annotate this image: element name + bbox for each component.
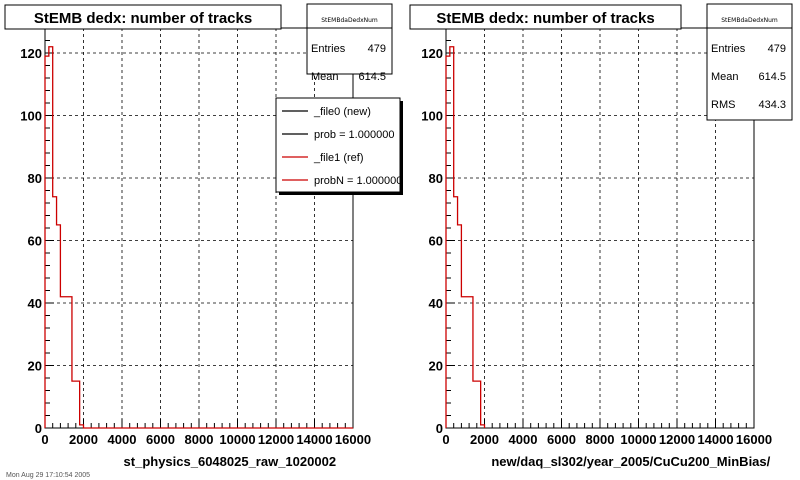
- stats-box: [306, 3, 393, 75]
- x-tick-label: 2000: [69, 432, 98, 447]
- x-tick-label: 6000: [146, 432, 175, 447]
- x-tick-label: 10000: [620, 432, 656, 447]
- y-tick-label: 40: [28, 296, 42, 311]
- y-tick-label: 0: [436, 421, 443, 436]
- y-tick-label: 100: [20, 109, 42, 124]
- right-histogram-panel: 0 2000 4000 6000 8000 10000 12000 14000 16000 0 20…: [409, 3, 793, 469]
- histogram-series-line: [445, 46, 486, 428]
- legend-entry-label: _file0 (new): [313, 106, 371, 118]
- histogram-series-line: [44, 46, 353, 429]
- y-tick-label: 120: [20, 46, 42, 61]
- timestamp-footer: Mon Aug 29 17:10:54 2005: [6, 472, 90, 479]
- stats-box: [706, 3, 793, 121]
- x-tick-label: 14000: [697, 432, 733, 447]
- x-tick-label: 0: [41, 432, 48, 447]
- x-tick-label: 6000: [547, 432, 576, 447]
- legend-entry-label: _file1 (ref): [313, 152, 364, 164]
- y-tick-label: 20: [28, 359, 42, 374]
- y-tick-label: 60: [429, 234, 443, 249]
- stats-label: Entries: [711, 43, 746, 55]
- x-tick-label: 8000: [586, 432, 615, 447]
- x-tick-label: 2000: [470, 432, 499, 447]
- stats-value: 434.3: [758, 99, 786, 111]
- stats-label: RMS: [711, 99, 735, 111]
- legend-entry-label: probN = 1.000000: [314, 175, 402, 187]
- stats-value: 614.5: [358, 71, 386, 83]
- stats-value: 614.5: [758, 71, 786, 83]
- x-axis-title: new/daq_sl302/year_2005/CuCu200_MinBias/: [491, 454, 770, 469]
- left-histogram-panel: 0 2000 4000 6000 8000 10000 12000 14000 16000 0 20…: [4, 3, 403, 469]
- stats-box-name: StEMBdaDedxNum: [721, 17, 778, 24]
- x-axis-title: st_physics_6048025_raw_1020002: [124, 454, 337, 469]
- stats-value: 479: [768, 43, 786, 55]
- x-tick-label: 16000: [736, 432, 772, 447]
- stats-label: Mean: [711, 71, 739, 83]
- x-tick-label: 4000: [108, 432, 137, 447]
- x-tick-label: 0: [442, 432, 449, 447]
- title-box: [409, 4, 682, 30]
- y-tick-label: 20: [429, 359, 443, 374]
- stats-box-name: StEMBdaDedxNum: [321, 17, 378, 24]
- y-tick-label: 0: [35, 421, 42, 436]
- x-tick-label: 8000: [185, 432, 214, 447]
- y-tick-label: 60: [28, 234, 42, 249]
- y-tick-label: 120: [421, 46, 443, 61]
- x-tick-label: 4000: [509, 432, 538, 447]
- chart-title: StEMB dedx: number of tracks: [34, 10, 252, 27]
- chart-title: StEMB dedx: number of tracks: [436, 10, 654, 27]
- stats-value: 479: [368, 43, 386, 55]
- x-tick-label: 12000: [659, 432, 695, 447]
- title-box: [4, 4, 282, 30]
- y-tick-label: 100: [421, 109, 443, 124]
- y-tick-label: 80: [429, 171, 443, 186]
- legend-entry-label: prob = 1.000000: [314, 129, 394, 141]
- legend-content: _file0 (new) prob = 1.000000 _file1 (ref) p…: [282, 106, 402, 187]
- x-tick-label: 14000: [296, 432, 332, 447]
- x-tick-label: 10000: [219, 432, 255, 447]
- y-tick-label: 40: [429, 296, 443, 311]
- legend-box: [275, 97, 401, 193]
- stats-label: Entries: [311, 43, 346, 55]
- y-tick-label: 80: [28, 171, 42, 186]
- x-tick-label: 12000: [258, 432, 294, 447]
- stats-label: Mean: [311, 71, 339, 83]
- x-tick-label: 16000: [335, 432, 371, 447]
